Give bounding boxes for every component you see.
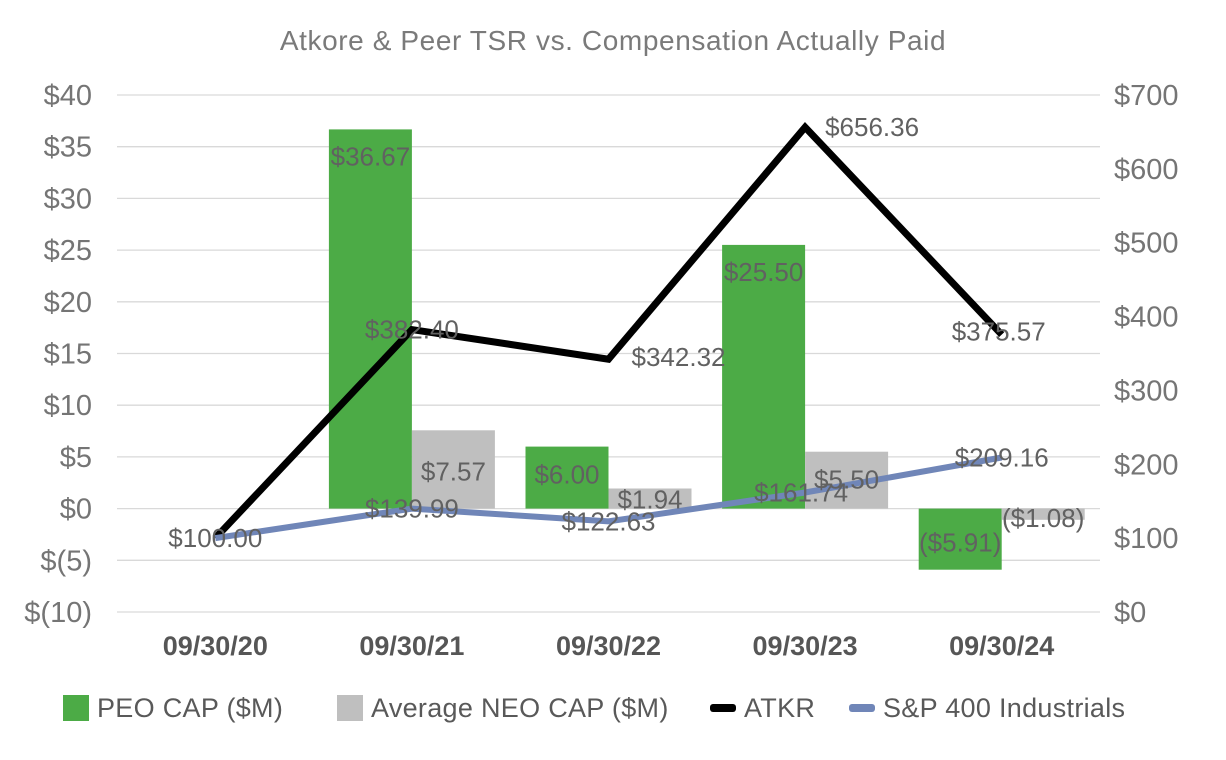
atkr-data-label: $342.32 [632,342,726,372]
left-axis-tick-label: $25 [44,235,92,267]
legend-item-sp400: S&P 400 Industrials [849,692,1125,724]
neo-cap-bar [608,488,692,509]
neo-cap-data-label: $5.50 [814,465,879,495]
atkr-data-label: $656.36 [825,112,919,142]
x-axis-category-label: 09/30/24 [949,631,1054,661]
peo-cap-bars [328,129,1002,570]
right-axis-tick-label: $400 [1114,302,1179,334]
left-axis-tick-label: $(10) [24,597,92,629]
data-labels: $36.67 $6.00 $25.50 ($5.91) $7.57 $1.94 $5.50 (… [168,112,1084,558]
x-axis-category-label: 09/30/22 [556,631,661,661]
left-axis-tick-label: $5 [60,442,92,474]
peo-cap-data-label: $25.50 [724,257,804,287]
x-axis-category-label: 09/30/20 [163,631,268,661]
x-axis-labels: 09/30/20 09/30/21 09/30/22 09/30/23 09/30/24 [163,631,1055,661]
sp400-legend-label: S&P 400 Industrials [883,692,1126,723]
left-axis-tick-label: $(5) [40,545,92,577]
right-axis-tick-label: $200 [1114,449,1179,481]
sp400-data-label: $161.74 [754,478,848,508]
atkr-line [212,121,1005,541]
left-axis-tick-label: $10 [44,390,92,422]
plot-area: $40 $35 $30 $25 $20 $15 $10 $5 $0 $(5) $(10) $700 $6… [24,80,1179,661]
atkr-data-label: $382.40 [365,315,459,345]
right-axis-tick-label: $600 [1114,154,1179,186]
left-axis-tick-label: $0 [60,494,92,526]
atkr-legend-label: ATKR [744,692,816,723]
peo-cap-legend-label: PEO CAP ($M) [97,692,284,723]
peo-cap-bar [328,129,412,509]
peo-cap-bar [525,446,609,509]
sp400-line [214,454,1003,542]
right-axis-tick-label: $100 [1114,523,1179,555]
neo-cap-data-label: $7.57 [421,456,486,486]
right-axis-tick-label: $0 [1114,597,1146,629]
peo-cap-data-label: $6.00 [534,460,599,490]
legend-item-peo-cap: PEO CAP ($M) [63,692,283,724]
x-axis-category-label: 09/30/23 [753,631,858,661]
atkr-legend-swatch [710,704,736,712]
legend-item-neo-cap: Average NEO CAP ($M) [337,692,669,724]
chart-title: Atkore & Peer TSR vs. Compensation Actua… [279,25,947,56]
neo-cap-data-label: ($1.08) [1002,503,1084,533]
sp400-data-label: $139.99 [365,494,459,524]
peo-cap-bar [722,244,806,509]
left-axis-tick-label: $30 [44,183,92,215]
sp400-data-label: $122.63 [562,506,656,536]
left-axis-tick-label: $15 [44,339,92,371]
legend-item-atkr: ATKR [710,692,815,724]
neo-cap-legend-label: Average NEO CAP ($M) [371,692,669,723]
right-axis-tick-label: $300 [1114,375,1179,407]
left-axis-tick-label: $35 [44,132,92,164]
sp400-legend-swatch [849,704,875,712]
sp400-data-label: $209.16 [955,443,1049,473]
neo-cap-data-label: $1.94 [617,485,682,515]
atkr-data-label: $375.57 [952,317,1046,347]
peo-cap-legend-swatch [63,695,89,721]
right-axis-tick-label: $700 [1114,80,1179,112]
neo-cap-bar [1001,508,1085,520]
right-axis-labels: $700 $600 $500 $400 $300 $200 $100 $0 [1114,80,1179,629]
x-axis-category-label: 09/30/21 [359,631,464,661]
peo-cap-data-label: $36.67 [331,141,411,171]
right-axis-tick-label: $500 [1114,228,1179,260]
neo-cap-bars [411,430,1085,520]
left-axis-tick-label: $20 [44,287,92,319]
neo-cap-bar [411,430,495,509]
neo-cap-legend-swatch [337,695,363,721]
left-axis-tick-label: $40 [44,80,92,112]
peo-cap-bar [918,508,1002,570]
left-axis-labels: $40 $35 $30 $25 $20 $15 $10 $5 $0 $(5) $(10) [24,80,92,629]
peo-cap-data-label: ($5.91) [919,528,1001,558]
atkr-data-label: $100.00 [168,523,262,553]
